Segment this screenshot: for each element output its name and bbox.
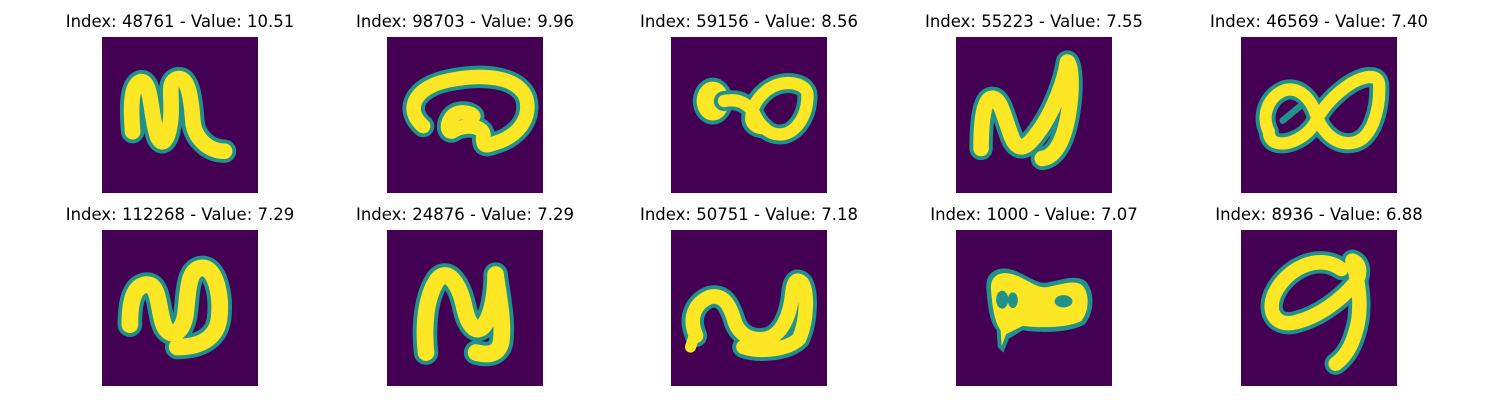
panel-title: Index: 112268 - Value: 7.29 bbox=[65, 205, 295, 224]
panel-title: Index: 55223 - Value: 7.55 bbox=[924, 12, 1143, 31]
panel-2: Index: 98703 - Value: 9.96 bbox=[323, 12, 607, 198]
digit-image bbox=[671, 37, 827, 193]
panel-9: Index: 1000 - Value: 7.07 bbox=[892, 205, 1176, 391]
digit-image bbox=[102, 37, 258, 193]
panel-7: Index: 24876 - Value: 7.29 bbox=[323, 205, 607, 391]
panel-title: Index: 50751 - Value: 7.18 bbox=[639, 205, 858, 224]
panel-title: Index: 98703 - Value: 9.96 bbox=[355, 12, 574, 31]
panel-title: Index: 8936 - Value: 6.88 bbox=[1215, 205, 1423, 224]
panel-8: Index: 50751 - Value: 7.18 bbox=[607, 205, 891, 391]
panel-title: Index: 59156 - Value: 8.56 bbox=[639, 12, 858, 31]
digit-image bbox=[1241, 37, 1397, 193]
panel-6: Index: 112268 - Value: 7.29 bbox=[38, 205, 322, 391]
digit-image bbox=[671, 230, 827, 386]
panel-title: Index: 48761 - Value: 10.51 bbox=[65, 12, 295, 31]
digit-image bbox=[102, 230, 258, 386]
panel-title: Index: 24876 - Value: 7.29 bbox=[355, 205, 574, 224]
panel-5: Index: 46569 - Value: 7.40 bbox=[1177, 12, 1461, 198]
digit-image bbox=[387, 230, 543, 386]
panel-4: Index: 55223 - Value: 7.55 bbox=[892, 12, 1176, 198]
panel-3: Index: 59156 - Value: 8.56 bbox=[607, 12, 891, 198]
panel-title: Index: 1000 - Value: 7.07 bbox=[930, 205, 1138, 224]
digit-image bbox=[956, 230, 1112, 386]
panel-title: Index: 46569 - Value: 7.40 bbox=[1209, 12, 1428, 31]
digit-image bbox=[387, 37, 543, 193]
digit-image bbox=[1241, 230, 1397, 386]
panel-10: Index: 8936 - Value: 6.88 bbox=[1177, 205, 1461, 391]
digit-image bbox=[956, 37, 1112, 193]
panel-1: Index: 48761 - Value: 10.51 bbox=[38, 12, 322, 198]
